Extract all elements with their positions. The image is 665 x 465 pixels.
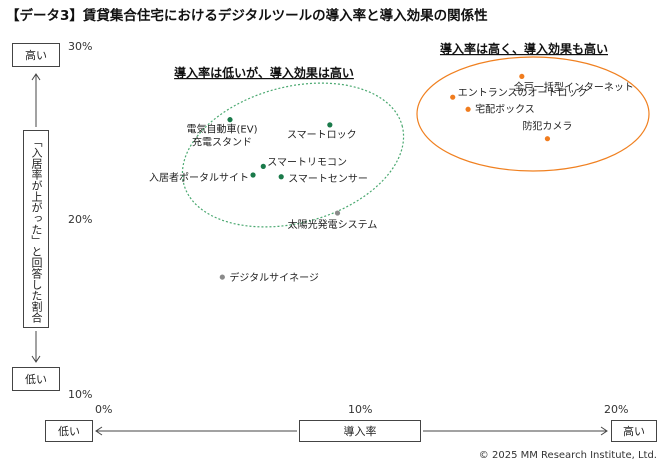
y-tick-30: 30% [68, 40, 93, 53]
y-arrowhead-down [31, 355, 41, 363]
orange-ellipse [416, 56, 650, 172]
data-point-label: スマートリモコン [267, 157, 347, 168]
y-axis-caption: 「入居率が上がった」と回答した割合 [30, 135, 43, 323]
data-point-label: 太陽光発電システム [288, 218, 378, 231]
x-low-label: 低い [45, 420, 93, 442]
data-points: 電気自動車(EV)充電スタンド スマートロックスマートリモコン入居者ポータルサイト… [149, 73, 634, 284]
x-tick-20: 20% [604, 403, 629, 416]
x-arrowhead-right [600, 426, 608, 436]
data-point [219, 274, 225, 280]
x-tick-0: 0% [95, 403, 113, 416]
data-point [250, 172, 256, 178]
y-axis-caption-box: 「入居率が上がった」と回答した割合 [23, 130, 49, 328]
data-point [278, 174, 284, 180]
x-axis-caption: 導入率 [299, 420, 421, 442]
data-point [450, 94, 456, 100]
page-title: 【データ3】賃貸集合住宅におけるデジタルツールの導入率と導入効果の関係性 [6, 8, 488, 24]
x-high-label: 高い [611, 420, 657, 442]
data-point-label: 入居者ポータルサイト [149, 172, 249, 184]
data-point-label: デジタルサイネージ [229, 271, 319, 284]
green-ellipse [181, 82, 405, 228]
data-point-label: スマートロック [287, 129, 357, 141]
x-arrowhead-left [95, 426, 103, 436]
data-point-label: 電気自動車(EV)充電スタンド [187, 123, 258, 149]
y-high-label: 高い [12, 43, 60, 67]
x-tick-10: 10% [348, 403, 373, 416]
y-arrowhead-up [31, 73, 41, 81]
data-point [465, 106, 471, 112]
data-point-label: 全戸一括型インターネット [514, 80, 634, 93]
data-point-label: 宅配ボックス [475, 102, 535, 115]
data-point [227, 117, 233, 123]
annotation-low-adoption: 導入率は低いが、導入効果は高い [174, 65, 354, 80]
y-tick-20: 20% [68, 213, 93, 226]
data-point [544, 136, 551, 142]
y-low-label: 低い [12, 367, 60, 391]
data-point [327, 122, 333, 128]
data-point [260, 163, 266, 169]
data-point [334, 210, 341, 216]
data-point [519, 73, 525, 80]
data-point-label: スマートセンサー [288, 173, 368, 185]
y-tick-10: 10% [68, 388, 93, 401]
annotation-high-adoption: 導入率は高く、導入効果も高い [440, 41, 608, 56]
data-point-label: エントランスのオートロック [458, 87, 588, 99]
copyright: © 2025 MM Research Institute, Ltd. [478, 450, 657, 461]
data-point-label: 防犯カメラ [522, 120, 572, 133]
